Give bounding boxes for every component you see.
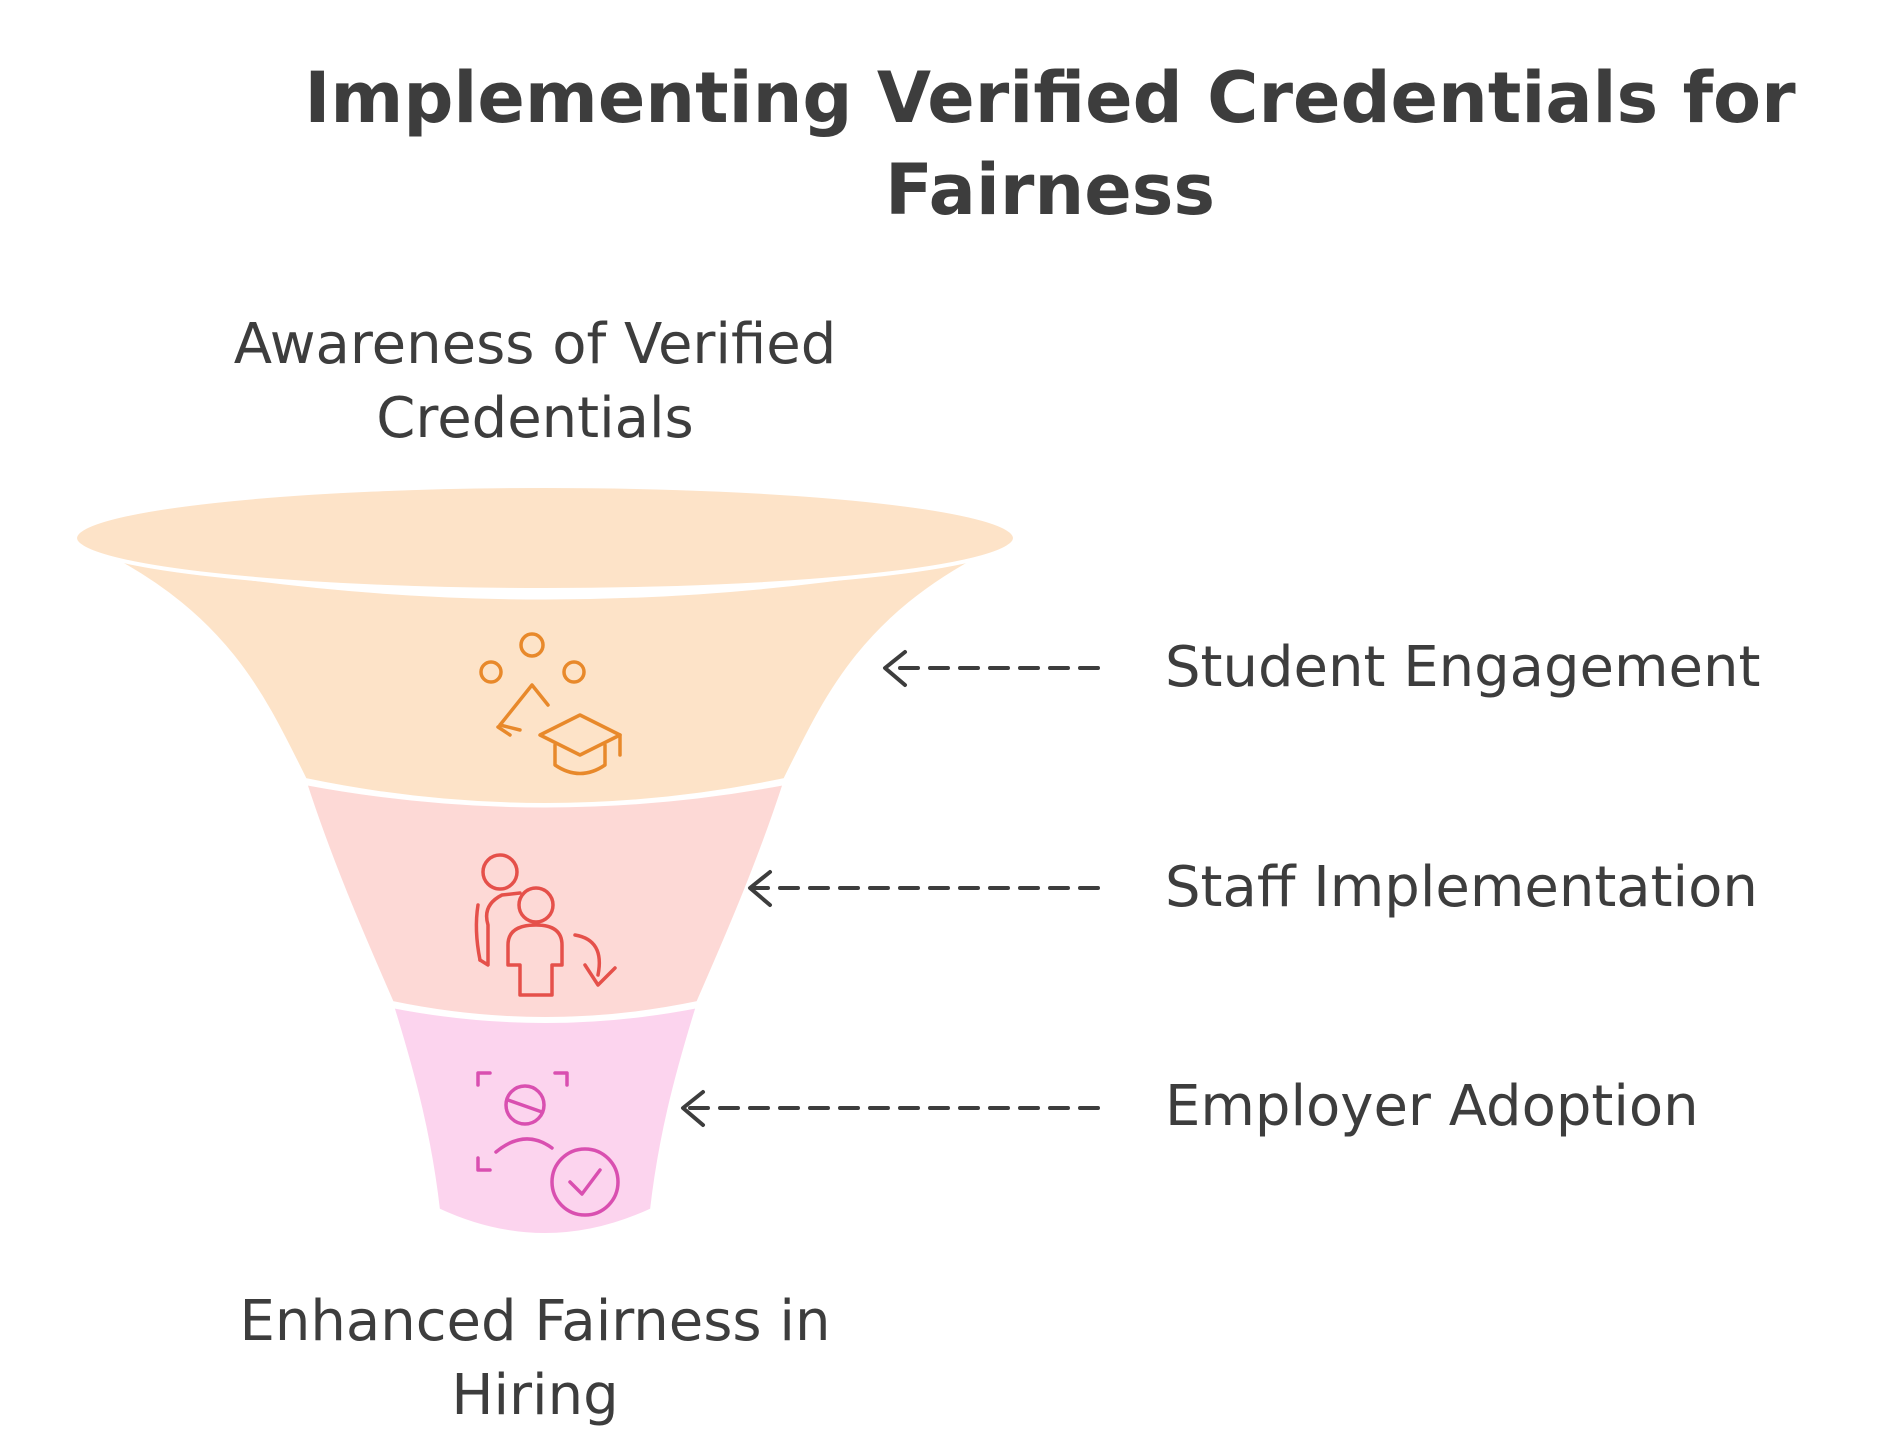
funnel-bottom-label: Enhanced Fairness in Hiring — [130, 1285, 940, 1433]
stage-label-employer-adoption: Employer Adoption — [1165, 1074, 1699, 1139]
stage-label-staff-implementation: Staff Implementation — [1165, 855, 1758, 920]
title-line-2: Fairness — [884, 149, 1216, 231]
funnel-top-label: Awareness of Verified Credentials — [130, 308, 940, 456]
funnel-top-label-line-1: Awareness of Verified — [233, 312, 837, 377]
students-graduation-cap-icon — [479, 632, 622, 776]
funnel-rim — [73, 484, 1017, 592]
arrow-staff-implementation — [748, 870, 1100, 907]
funnel-stage-1 — [104, 553, 986, 807]
funnel-stage-2 — [302, 780, 788, 1021]
stage-label-student-engagement: Student Engagement — [1165, 635, 1761, 700]
funnel-stage-3 — [389, 1003, 701, 1237]
arrow-employer-adoption — [681, 1090, 1100, 1127]
staff-transfer-icon — [474, 853, 617, 997]
verified-person-check-icon — [476, 1071, 620, 1217]
funnel-bottom-label-line-1: Enhanced Fairness in — [239, 1289, 831, 1354]
funnel-bottom-label-line-2: Hiring — [451, 1363, 619, 1428]
diagram-title: Implementing Verified Credentials for Fa… — [270, 52, 1830, 236]
title-line-1: Implementing Verified Credentials for — [304, 57, 1796, 139]
arrow-student-engagement — [883, 650, 1100, 687]
funnel-top-label-line-2: Credentials — [376, 386, 694, 451]
